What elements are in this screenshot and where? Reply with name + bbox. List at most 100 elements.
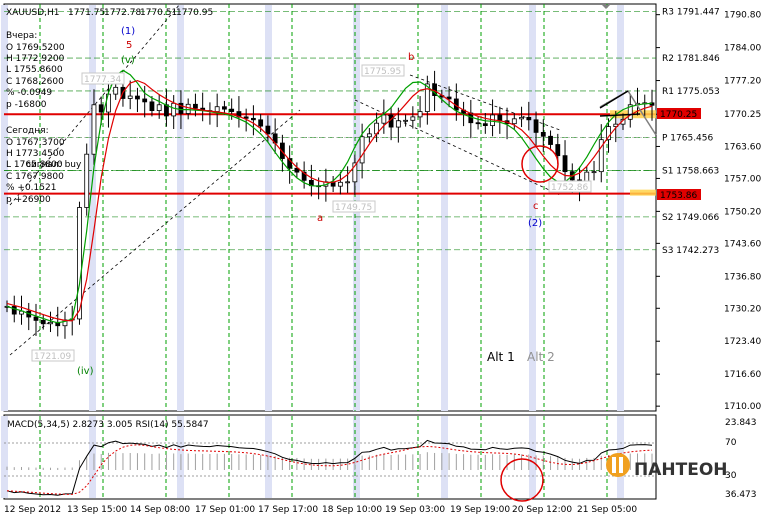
svg-text:1721.09: 1721.09: [34, 352, 71, 362]
candle-body: [337, 181, 343, 187]
candle-body: [533, 119, 539, 133]
x-tick-label: 17 Sep 17:00: [258, 505, 318, 515]
pivot-label: P 1765.456: [662, 133, 714, 143]
x-tick-label: 19 Sep 19:00: [450, 505, 510, 515]
today-change: % +0.1521: [6, 183, 56, 193]
x-tick-label: 17 Sep 01:00: [195, 505, 255, 515]
session-band: [265, 5, 272, 411]
indicator-lines: [4, 439, 656, 496]
candle-body: [287, 158, 293, 169]
ohlc-close: 1770.95: [176, 8, 213, 18]
session-band-indicator: [89, 416, 96, 498]
today-low: L 1765.8800: [6, 160, 63, 170]
pivot-label: S3 1742.273: [662, 246, 719, 256]
candle-body: [410, 116, 416, 121]
x-tick-label: 20 Sep 12:00: [512, 505, 572, 515]
wave-label-5: 5: [126, 40, 132, 51]
indicator-level-top: 23.843: [725, 418, 757, 428]
time-axis: 12 Sep 2012 13 Sep 15:00 14 Sep 08:00 17 Se…: [4, 505, 637, 515]
candle-body: [606, 126, 611, 141]
yesterday-change: % -0.0949: [6, 88, 52, 98]
candle-body: [301, 171, 307, 181]
alt-2-label: Alt 2: [527, 350, 555, 364]
wave-label-v: (v): [121, 55, 135, 66]
pivot-label: R3 1791.447: [662, 8, 720, 18]
candles: [4, 70, 655, 339]
candle-body: [555, 144, 561, 157]
session-band-indicator: [1, 416, 8, 498]
candle-body: [265, 125, 271, 135]
wave-label-iv: (iv): [77, 366, 94, 377]
candle-body: [222, 106, 227, 110]
wave-label-1: (1): [121, 26, 135, 37]
y-tick-label: 1770.25: [724, 110, 761, 120]
price-axis: 1790.80 1784.00 1777.20 1770.25 1763.60 1757.…: [656, 11, 761, 412]
ohlc-high: 1772.78: [104, 8, 141, 18]
pivot-label: R2 1781.846: [662, 54, 720, 64]
rsi-line: [6, 439, 653, 496]
candle-body: [48, 321, 53, 325]
ohlc-open: 1771.75: [68, 8, 105, 18]
y-tick-label: 1710.00: [724, 402, 761, 412]
yesterday-high: H 1772.9200: [6, 54, 65, 64]
support-price-tag: 1753.86: [657, 189, 701, 201]
wave-label-a: a: [317, 213, 323, 224]
svg-text:1752.86: 1752.86: [551, 183, 588, 193]
candle-body: [359, 136, 365, 164]
session-band-indicator: [529, 416, 536, 498]
pivot-label: S2 1749.066: [662, 213, 720, 223]
candle-body: [91, 104, 97, 155]
price-box-1749: 1749.75: [332, 200, 376, 213]
candle-body: [446, 96, 452, 100]
session-band: [617, 5, 624, 411]
candle-body: [540, 131, 546, 137]
main-plot-area[interactable]: [3, 3, 657, 412]
candle-body: [33, 316, 39, 321]
yesterday-points: p -16800: [6, 100, 47, 110]
session-band: [529, 5, 536, 411]
candle-body: [243, 116, 249, 119]
price-box-1775: 1775.95: [361, 64, 405, 77]
candle-body: [482, 123, 488, 127]
scroll-marker-icon[interactable]: [602, 5, 610, 9]
candle-body: [475, 122, 481, 125]
session-band: [89, 5, 96, 411]
wave-label-b: b: [408, 52, 414, 63]
candle-body: [171, 102, 177, 117]
alt-1-label: Alt 1: [487, 350, 515, 364]
wave-label-c: c: [533, 201, 539, 212]
today-open: O 1767.3700: [6, 138, 65, 148]
candle-body: [135, 95, 140, 100]
candle-body: [127, 95, 133, 99]
session-band-indicator: [265, 416, 272, 498]
candle-body: [113, 86, 119, 95]
y-tick-label: 1723.40: [724, 337, 761, 347]
candle-body: [424, 83, 430, 112]
y-tick-label: 1784.00: [724, 44, 761, 54]
projection-alt1: [599, 90, 629, 109]
y-tick-label: 1743.60: [724, 239, 761, 249]
session-band: [1, 5, 8, 411]
candle-body: [178, 102, 184, 114]
panteon-logo: ПАНТЕОН: [606, 453, 728, 480]
candle-body: [142, 98, 148, 103]
candle-body: [11, 305, 17, 315]
x-tick-label: 12 Sep 2012: [4, 505, 61, 515]
indicator-plot-area[interactable]: [3, 414, 657, 500]
y-tick-label: 1763.60: [724, 142, 761, 152]
symbol-label: XAUUSD,H1: [6, 8, 60, 18]
svg-text:1775.95: 1775.95: [364, 67, 401, 77]
highlight-circle-indicator: [500, 458, 544, 502]
candle-body: [193, 103, 198, 109]
svg-text:1749.75: 1749.75: [335, 203, 372, 213]
x-tick-label: 21 Sep 05:00: [577, 505, 637, 515]
svg-text:1777.34: 1777.34: [84, 75, 121, 85]
session-band: [177, 5, 184, 411]
ma-slow-line: [6, 79, 653, 322]
x-tick-label: 18 Sep 10:00: [322, 505, 382, 515]
y-tick-label: 1730.20: [724, 304, 761, 314]
resistance-price-tag: 1770.25: [657, 108, 701, 120]
yesterday-title: Вчера:: [6, 31, 37, 41]
